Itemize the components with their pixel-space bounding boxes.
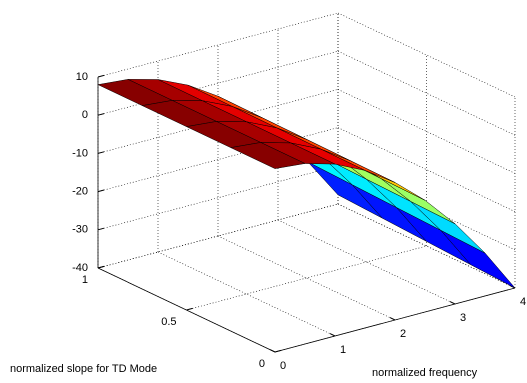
z-tick-label: -30 xyxy=(72,224,88,236)
x-tick xyxy=(389,317,396,321)
z-tick xyxy=(97,151,105,154)
x-tick xyxy=(329,333,336,337)
z-tick xyxy=(97,113,105,116)
z-tick-label: 10 xyxy=(76,71,88,83)
grid-line xyxy=(337,12,516,98)
y-tick xyxy=(186,307,193,311)
z-tick xyxy=(97,227,105,231)
x-axis-label: normalized frequency xyxy=(372,367,478,379)
x-tick-label: 0 xyxy=(280,360,286,372)
x-tick-label: 2 xyxy=(400,328,406,340)
z-tick xyxy=(97,189,105,193)
x-tick-label: 4 xyxy=(520,296,526,308)
surface-patch xyxy=(229,142,306,169)
y-tick-label: 0 xyxy=(259,358,265,370)
x-tick-label: 3 xyxy=(460,312,466,324)
y-axis-label: normalized slope for TD Mode xyxy=(10,363,157,375)
y-tick-label: 0.5 xyxy=(161,316,176,328)
y-tick xyxy=(274,349,282,353)
x-tick-label: 1 xyxy=(340,344,346,356)
y-tick-label: 1 xyxy=(82,274,88,286)
grid-line xyxy=(157,251,336,337)
z-tick-label: 0 xyxy=(82,109,88,121)
x-tick xyxy=(269,349,276,353)
z-tick-label: -10 xyxy=(72,147,88,159)
grid-line xyxy=(186,245,427,311)
z-tick xyxy=(97,74,105,78)
x-tick xyxy=(449,301,456,305)
z-tick-label: -40 xyxy=(72,262,88,274)
y-tick xyxy=(97,265,105,269)
grid-line xyxy=(217,235,396,321)
z-tick-label: -20 xyxy=(72,186,88,198)
surface-patch xyxy=(440,230,516,289)
